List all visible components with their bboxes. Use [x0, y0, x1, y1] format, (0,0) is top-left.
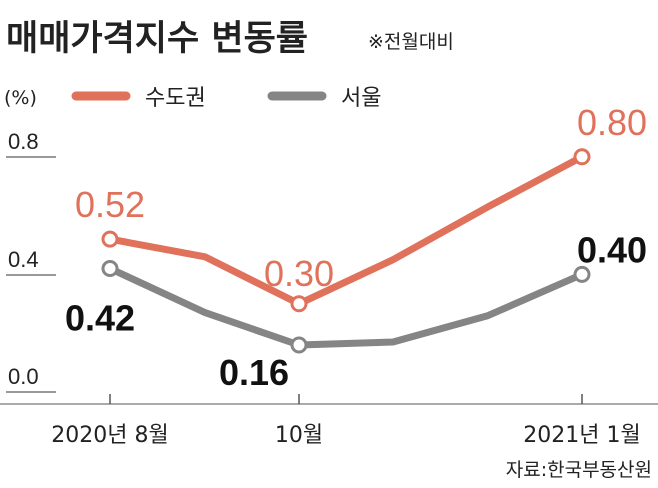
series-layer — [101, 148, 591, 354]
data-label-seoul: 0.42 — [65, 298, 135, 339]
data-point-sudogwon — [573, 148, 591, 166]
legend-label-sudogwon: 수도권 — [145, 86, 206, 111]
data-point-sudogwon — [101, 230, 119, 248]
source-note: 자료:한국부동산원 — [506, 459, 652, 481]
y-tick-label: 0.8 — [8, 129, 39, 154]
data-label-layer: 0.52 0.30 0.80 0.42 0.16 0.40 — [65, 102, 647, 393]
x-tick-label: 10월 — [275, 423, 323, 448]
unit-label: (%) — [4, 87, 37, 109]
data-label-sudogwon: 0.80 — [577, 102, 647, 143]
chart-note: ※전월대비 — [368, 31, 454, 53]
x-axis: 2020년 8월 10월 2021년 1월 — [0, 394, 658, 448]
data-label-sudogwon: 0.52 — [75, 184, 145, 225]
legend-label-seoul: 서울 — [341, 86, 381, 111]
x-tick-label: 2020년 8월 — [51, 423, 168, 448]
legend: 수도권 서울 — [71, 86, 381, 111]
data-label-seoul: 0.40 — [577, 229, 647, 270]
y-tick-label: 0.0 — [8, 364, 39, 389]
series-line-seoul — [106, 265, 586, 349]
chart-title: 매매가격지수 변동률 — [6, 19, 308, 59]
x-tick-label: 2021년 1월 — [523, 423, 640, 448]
data-point-seoul — [101, 260, 119, 277]
data-label-seoul: 0.16 — [219, 352, 289, 393]
data-label-sudogwon: 0.30 — [264, 253, 334, 294]
data-point-seoul — [290, 336, 308, 354]
data-point-seoul — [573, 265, 591, 283]
series-line-sudogwon — [106, 153, 586, 308]
data-point-sudogwon — [290, 295, 308, 313]
y-axis: 0.0 0.4 0.8 — [6, 129, 56, 393]
y-tick-label: 0.4 — [8, 247, 39, 272]
